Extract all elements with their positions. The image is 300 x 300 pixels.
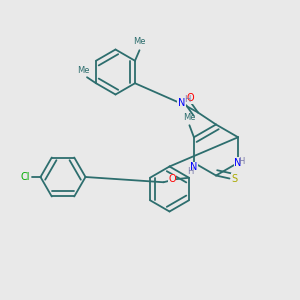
- Text: O: O: [168, 174, 176, 184]
- Text: S: S: [232, 173, 238, 184]
- Text: H: H: [238, 157, 245, 166]
- Text: N: N: [234, 158, 242, 168]
- Text: Me: Me: [183, 112, 196, 122]
- Text: N: N: [190, 162, 198, 172]
- Text: Cl: Cl: [21, 172, 30, 182]
- Text: Me: Me: [133, 38, 146, 46]
- Text: H: H: [184, 94, 190, 103]
- Text: N: N: [178, 98, 185, 109]
- Text: H: H: [187, 167, 194, 176]
- Text: O: O: [187, 93, 194, 103]
- Text: Me: Me: [77, 66, 90, 75]
